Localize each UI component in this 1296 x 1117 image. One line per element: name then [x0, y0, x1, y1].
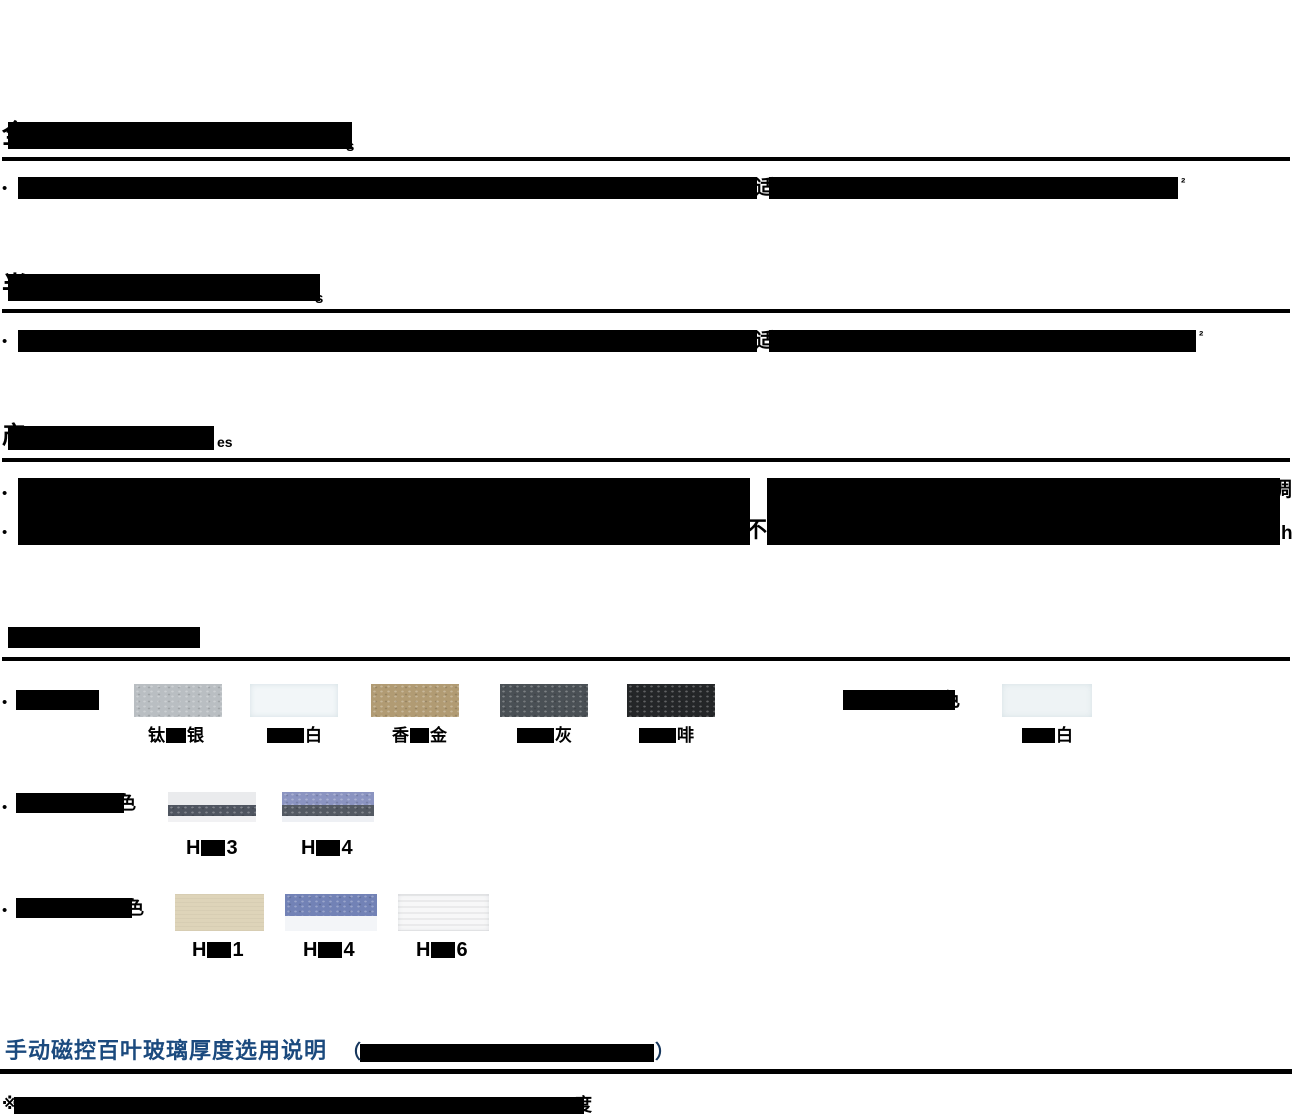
section-full-text-redaction-bar-b [769, 177, 1178, 199]
frame-swatch-label-dark-gray: 灰 [516, 727, 572, 744]
footnote-redaction-bar [14, 1097, 584, 1114]
frame-color-swatch-extra-white [1002, 684, 1092, 717]
section-full-heading-redaction-bar [8, 122, 352, 149]
frame-color-swatch-white [250, 684, 338, 717]
shade-row-bullet-marker: • [2, 902, 8, 919]
frame-swatch-label-silver: 钛银 [148, 727, 204, 744]
label-right-char: 白 [1056, 726, 1073, 745]
frame-color-swatch-charcoal [627, 684, 715, 717]
louver-h4-band-bottom [282, 816, 374, 822]
features-left-column-redaction-block [18, 478, 750, 545]
shade-row-label-redaction-bar [16, 898, 132, 918]
louver-h4-band-top [282, 792, 374, 805]
frame-color-swatch-champagne [371, 684, 459, 717]
label-redaction-bar [517, 728, 554, 743]
section-half-heading-redaction-bar [8, 274, 320, 301]
label-redaction-bar [267, 728, 304, 743]
features-right-edge-char-bottom: h [1281, 523, 1293, 544]
code-left: H [301, 837, 316, 859]
thickness-note-title: 手动磁控百叶玻璃厚度选用说明 [5, 1038, 328, 1063]
features-gap-char: 不 [745, 517, 768, 542]
code-right: 4 [343, 939, 355, 961]
section-half-text-redaction-bar-b [769, 330, 1196, 352]
louver-h4-band-mid [282, 805, 374, 816]
thickness-note-divider [0, 1069, 1292, 1074]
section-features-heading-tail-chars: es [217, 434, 233, 450]
louver-h3-band-bottom [168, 816, 256, 822]
frame-row-bullet-marker: • [2, 694, 8, 711]
label-right-char: 灰 [555, 726, 572, 745]
thickness-note-paren-open: （ [342, 1042, 362, 1063]
section-full-divider [2, 157, 1290, 161]
frame-swatch-label-extra-white: 白 [1021, 727, 1073, 744]
section-full-text-redaction-bar-a [18, 177, 757, 199]
shade-h4-band-top [285, 894, 377, 916]
features-bullet-marker-2: • [2, 524, 8, 541]
colors-section-divider [2, 657, 1290, 661]
shade-swatch-h1 [175, 894, 264, 931]
louver-swatch-h4 [282, 792, 374, 822]
code-left: H [416, 939, 431, 961]
thickness-note-paren-redaction-bar [360, 1044, 654, 1062]
shade-swatch-h6 [398, 894, 489, 931]
louver-h3-band-top [168, 792, 256, 805]
thickness-note-paren-close: ） [655, 1042, 675, 1063]
shade-h4-band-bottom [285, 916, 377, 931]
section-full-bullet-marker: • [2, 180, 8, 197]
section-full-superscript: ² [1181, 175, 1186, 190]
label-right-char: 金 [430, 726, 447, 745]
louver-row-bullet-marker: • [2, 799, 8, 816]
frame-swatch-label-charcoal: 啡 [638, 727, 694, 744]
colors-section-label-redaction-bar [8, 627, 200, 648]
label-right-char: 银 [187, 726, 204, 745]
code-redaction-bar [318, 942, 343, 958]
code-right: 3 [226, 837, 238, 859]
frame-row2-label-redaction-bar [843, 690, 955, 710]
section-half-superscript: ² [1199, 328, 1204, 343]
label-redaction-bar [166, 728, 186, 743]
louver-row-label-redaction-bar [16, 793, 124, 813]
code-right: 1 [232, 939, 244, 961]
section-half-text-redaction-bar-a [18, 330, 757, 352]
footnote-marker: ※ [2, 1096, 18, 1113]
code-redaction-bar [201, 840, 226, 856]
frame-color-swatch-silver [134, 684, 222, 717]
label-redaction-bar [1022, 728, 1055, 743]
code-right: 4 [341, 837, 353, 859]
features-bullet-marker-1: • [2, 485, 8, 502]
frame-swatch-label-white: 白 [266, 727, 322, 744]
louver-h3-band-mid [168, 805, 256, 816]
shade-swatch-h4 [285, 894, 377, 931]
code-left: H [303, 939, 318, 961]
code-redaction-bar [316, 840, 341, 856]
label-right-char: 白 [305, 726, 322, 745]
frame-swatch-label-champagne: 香金 [392, 727, 447, 744]
label-left-char: 钛 [148, 726, 165, 745]
section-features-divider [2, 458, 1290, 462]
code-left: H [192, 939, 207, 961]
code-left: H [186, 837, 201, 859]
label-redaction-bar [410, 728, 429, 743]
section-features-heading-redaction-bar [8, 426, 214, 450]
section-half-bullet-marker: • [2, 333, 8, 350]
code-right: 6 [456, 939, 468, 961]
frame-color-swatch-dark-gray [500, 684, 588, 717]
frame-row-label-redaction-bar [16, 690, 99, 710]
features-right-column-redaction-block [767, 478, 1280, 545]
label-right-char: 啡 [677, 726, 694, 745]
louver-swatch-h3 [168, 792, 256, 822]
code-redaction-bar [431, 942, 456, 958]
label-left-char: 香 [392, 726, 409, 745]
label-redaction-bar [639, 728, 676, 743]
code-redaction-bar [207, 942, 232, 958]
section-half-divider [2, 309, 1290, 313]
